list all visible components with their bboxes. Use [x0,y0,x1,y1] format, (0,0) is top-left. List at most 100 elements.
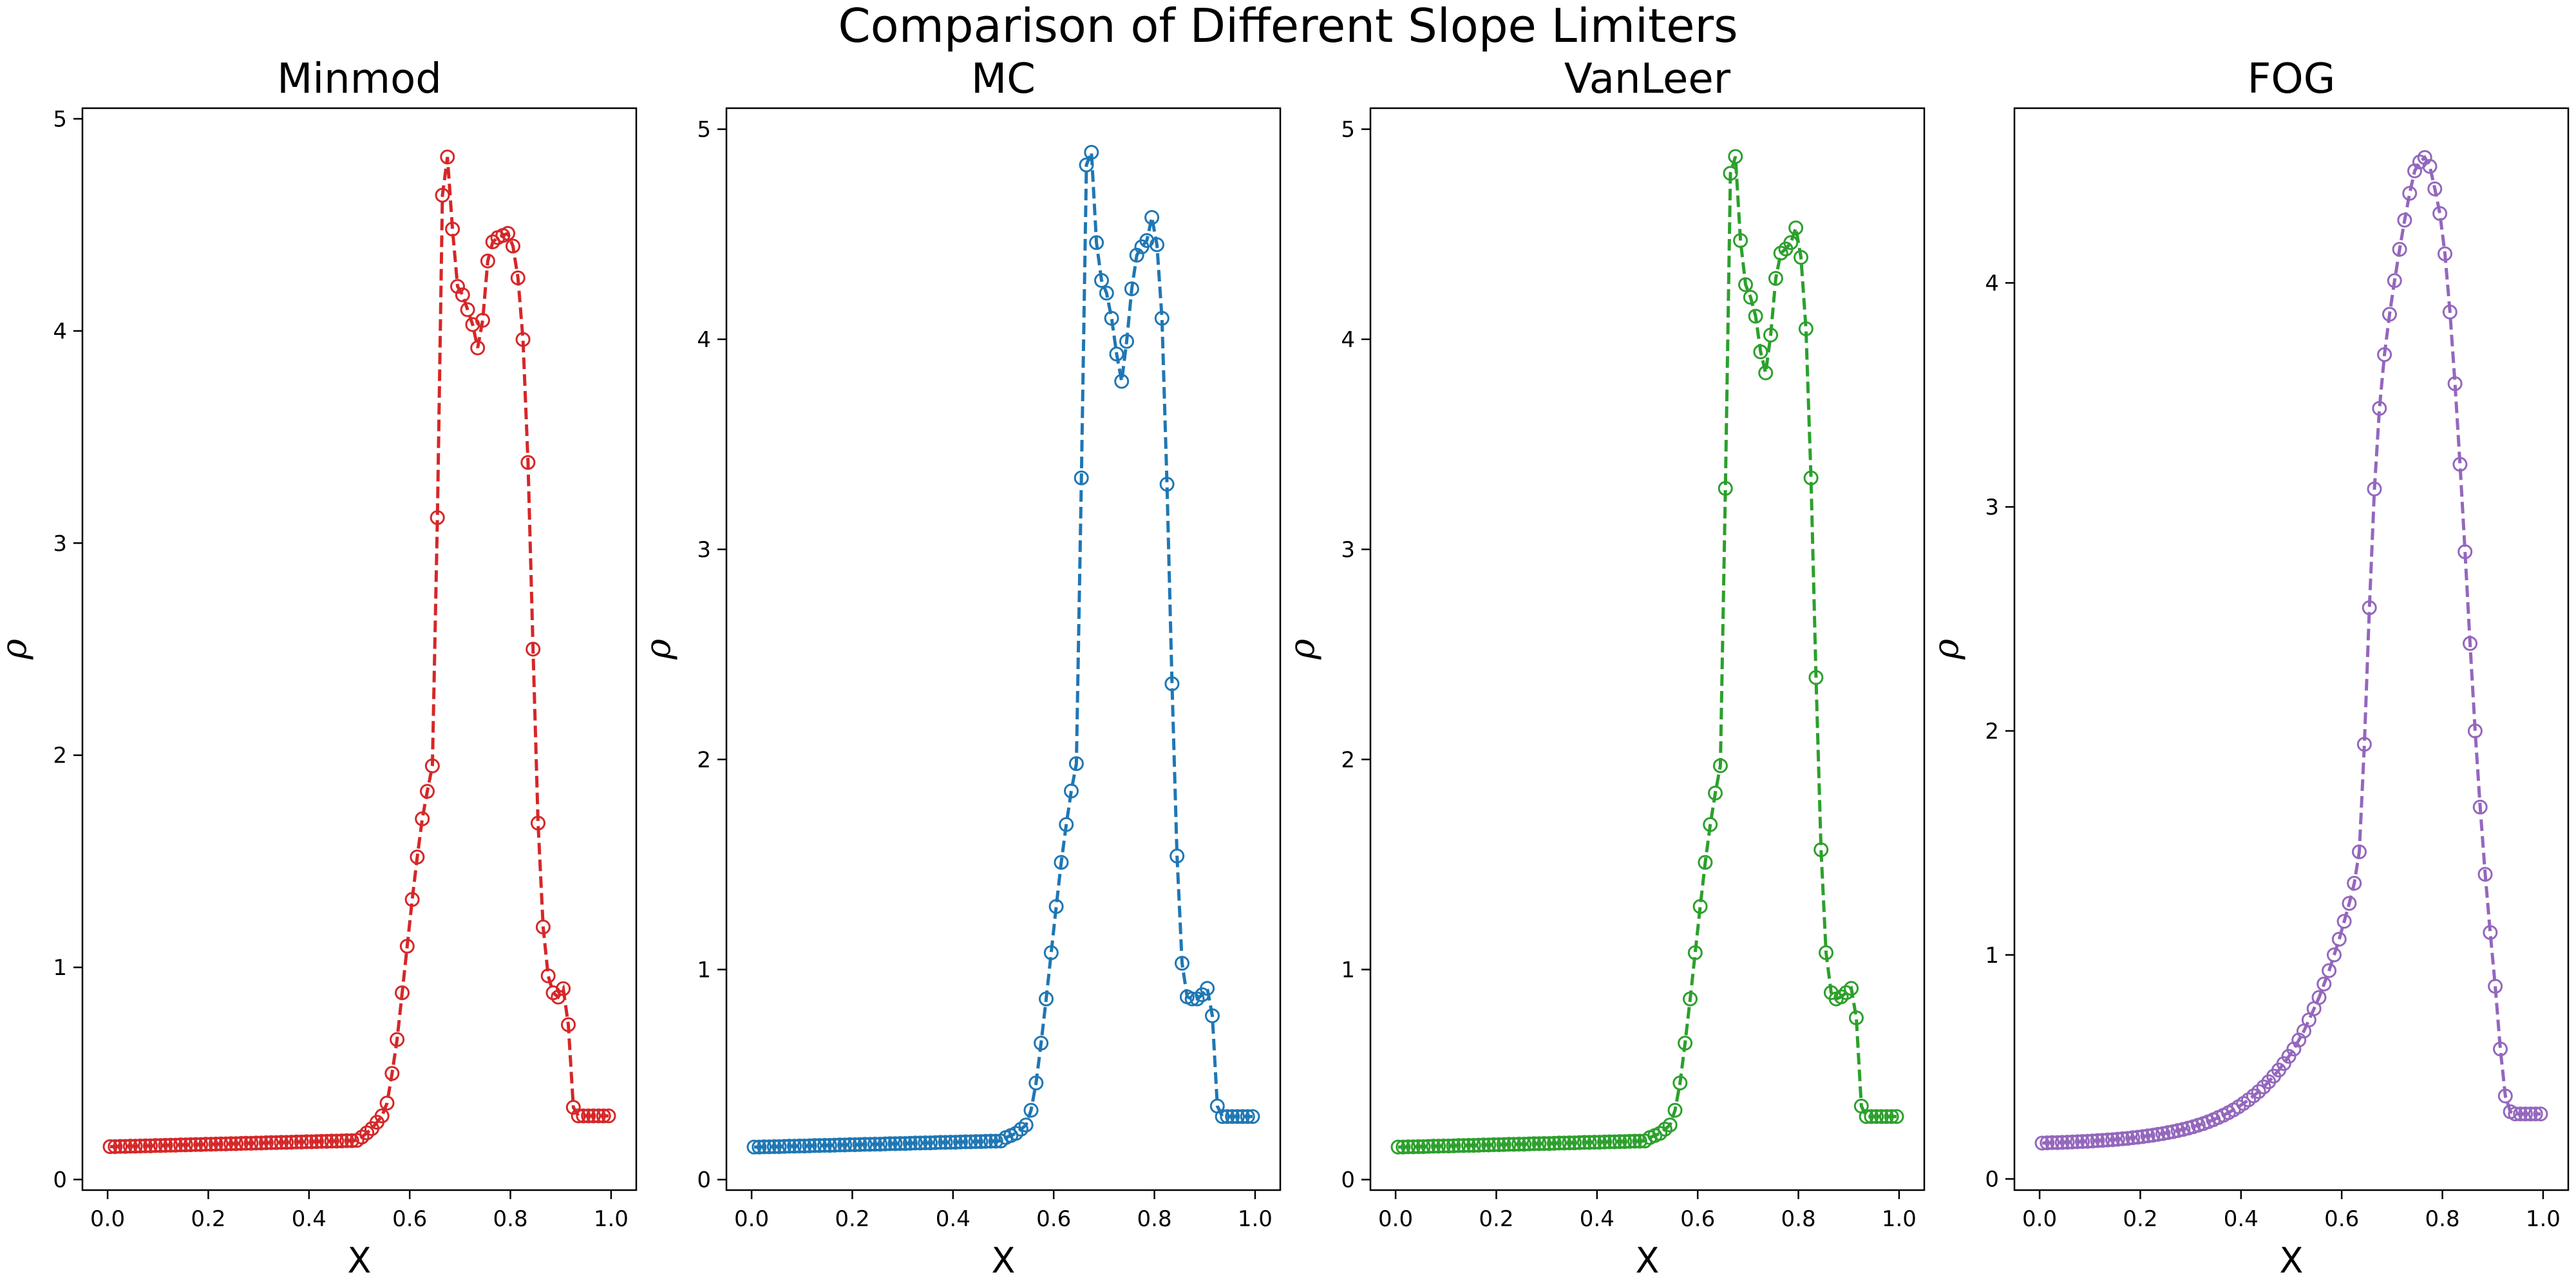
data-point [500,225,516,241]
data-point [1728,149,1743,164]
y-tick-label: 3 [1985,495,1999,520]
data-point [1144,210,1160,225]
panel-title: VanLeer [1564,55,1731,103]
data-point [2523,1106,2538,1122]
data-point [832,1137,848,1153]
data-point [1627,1133,1642,1149]
data-point [1723,166,1738,181]
data-point [601,1108,616,1124]
data-point [531,815,545,831]
data-point [581,1108,596,1124]
panel-3: FOG 0.0 0.2 0.4 0.6 0.8 1.0 0 1 2 3 4 Xρ [1926,55,2570,1281]
data-point [1154,310,1170,326]
data-point [122,1139,138,1154]
data-point [208,1137,223,1151]
data-point [551,989,566,1005]
data-point [193,1137,209,1152]
data-point [1129,247,1144,263]
data-point [2070,1134,2085,1150]
data-point [263,1135,279,1150]
data-point [1064,783,1079,799]
data-point [1200,981,1215,996]
y-tick-label: 5 [53,106,67,132]
data-point [968,1134,983,1150]
data-point [2145,1128,2161,1143]
data-point [1738,277,1753,292]
data-point [1054,855,1069,870]
data-point [526,641,541,657]
data-point [596,1108,611,1124]
data-point [2322,963,2337,978]
data-point [1849,1010,1864,1025]
data-point [1435,1139,1451,1153]
data-point [203,1137,218,1152]
plot-frame [1369,107,1926,1191]
data-point [153,1138,168,1153]
panel-title: FOG [2248,55,2336,103]
y-tick-label: 3 [1341,537,1355,563]
data-point [329,1133,345,1149]
data-point [480,253,495,269]
data-point [2311,990,2327,1005]
data-point [772,1139,787,1154]
data-point [1814,842,1829,857]
x-tick-label: 0.6 [2324,1206,2359,1232]
data-point [837,1137,853,1153]
data-point [902,1135,918,1151]
data-point [827,1137,842,1153]
y-tick-label: 2 [1985,719,1999,744]
data-point [2251,1084,2266,1099]
data-point [852,1137,867,1152]
data-point [1612,1134,1627,1150]
data-point [254,1135,269,1151]
data-point [1028,1075,1044,1091]
x-tick-label: 0.2 [191,1206,225,1232]
data-point [540,968,556,983]
data-point [2054,1135,2070,1150]
series-line [110,156,609,1148]
data-point [812,1138,828,1153]
x-tick-label: 0.2 [835,1206,869,1232]
data-point [963,1134,978,1150]
x-tick-label: 0.8 [2425,1206,2460,1232]
data-point [183,1137,198,1152]
data-point [118,1139,133,1154]
data-point [1803,470,1819,486]
data-point [2362,600,2377,616]
data-point [2508,1106,2523,1122]
data-point [1692,899,1708,914]
data-point [1869,1109,1884,1124]
data-point [1466,1138,1481,1153]
data-point [2125,1130,2141,1146]
data-point [862,1137,878,1152]
panel-title: MC [971,55,1036,103]
x-tick-label: 0.6 [1036,1206,1071,1232]
plot-frame [725,107,1282,1191]
data-point [1733,233,1748,248]
data-point [1672,1075,1688,1091]
data-point [953,1134,968,1150]
data-point [2463,636,2477,651]
data-point [2150,1126,2166,1142]
data-point [1678,1036,1693,1051]
data-point [188,1137,204,1152]
data-point [223,1136,239,1151]
data-point [435,187,450,203]
data-point [576,1108,591,1124]
data-point [1632,1133,1647,1149]
data-point [1501,1137,1517,1152]
data-point [2060,1135,2075,1150]
data-point [324,1133,339,1149]
data-point [1874,1109,1889,1124]
data-point [289,1134,304,1150]
data-point [1567,1135,1582,1151]
data-point [1617,1134,1633,1150]
data-point [943,1135,958,1150]
data-point [1410,1139,1426,1154]
data-point [2161,1125,2175,1141]
y-tick-label: 4 [697,327,711,353]
x-axis-label: X [992,1240,1016,1281]
data-point [1089,235,1104,251]
data-point [2397,213,2412,228]
y-tick-label: 5 [697,117,711,143]
